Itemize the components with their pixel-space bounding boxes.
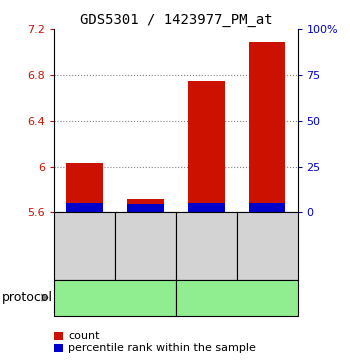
Text: castration: castration <box>84 291 147 304</box>
Bar <box>188 81 225 212</box>
Text: protocol: protocol <box>2 291 53 304</box>
Text: count: count <box>68 331 100 341</box>
Bar <box>188 203 225 212</box>
Bar <box>249 203 285 212</box>
Text: GSM1327040: GSM1327040 <box>262 211 272 281</box>
Text: GSM1327039: GSM1327039 <box>201 211 211 281</box>
Bar <box>127 204 164 212</box>
Text: GSM1327042: GSM1327042 <box>140 211 150 281</box>
Title: GDS5301 / 1423977_PM_at: GDS5301 / 1423977_PM_at <box>79 13 272 26</box>
Text: GSM1327041: GSM1327041 <box>80 211 90 281</box>
Bar <box>127 199 164 212</box>
Bar <box>66 203 103 212</box>
Bar <box>249 42 285 212</box>
Bar <box>66 163 103 212</box>
Text: percentile rank within the sample: percentile rank within the sample <box>68 343 256 354</box>
Text: control: control <box>215 291 258 304</box>
